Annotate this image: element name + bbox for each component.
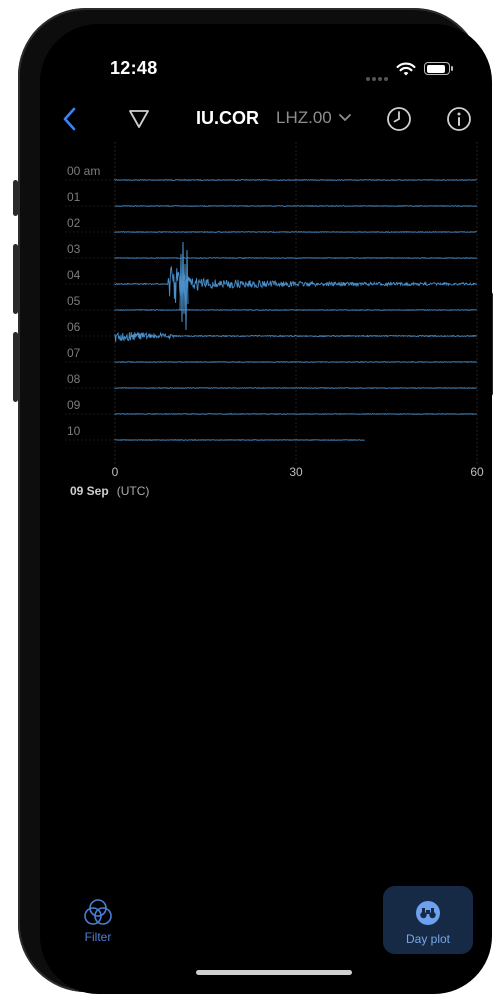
x-axis-ticks: 0 30 60 [112, 465, 484, 479]
seismogram-day-plot[interactable]: 00 am 01 02 03 04 05 06 07 08 09 10 0 30 60 [40, 24, 492, 484]
hour-trace [114, 413, 478, 416]
binoculars-icon [416, 901, 440, 925]
channel-selector[interactable]: LHZ.00 [276, 108, 352, 128]
channel-label: LHZ.00 [276, 108, 332, 127]
filter-circles-icon [84, 899, 112, 925]
back-chevron-icon[interactable] [62, 106, 78, 132]
info-icon[interactable] [446, 106, 472, 132]
signal-dots-icon [366, 68, 390, 86]
wifi-icon [396, 62, 416, 76]
x-tick-label: 0 [112, 465, 119, 479]
hour-label: 04 [67, 268, 81, 282]
hour-label: 08 [67, 372, 81, 386]
hour-label: 01 [67, 190, 81, 204]
hour-trace [114, 231, 477, 233]
x-tick-label: 60 [470, 465, 484, 479]
hour-label: 03 [67, 242, 81, 256]
hour-label: 05 [67, 294, 81, 308]
day-plot-label: Day plot [405, 932, 451, 946]
hour-trace [114, 257, 478, 259]
home-indicator [196, 970, 352, 975]
hour-trace [114, 178, 477, 181]
waveform-traces [114, 178, 478, 441]
status-time: 12:48 [110, 58, 158, 78]
event-spike [179, 241, 189, 331]
hour-trace [114, 387, 477, 389]
plot-timezone: (UTC) [116, 484, 150, 498]
side-button-silent [13, 180, 18, 216]
status-bar: 12:48 [40, 24, 492, 84]
hour-label: 00 am [67, 164, 100, 178]
hour-label: 10 [67, 424, 81, 438]
plot-grid [65, 142, 478, 464]
screen: 12:48 IU.COR LHZ.00 [40, 24, 492, 994]
filter-label: Filter [84, 930, 112, 944]
date-caption: 09 Sep (UTC) [70, 484, 149, 498]
hour-label: 07 [67, 346, 81, 360]
battery-icon [424, 62, 453, 75]
station-title: IU.COR [196, 108, 259, 128]
hour-labels: 00 am 01 02 03 04 05 06 07 08 09 10 [67, 164, 100, 438]
side-button-volume-up [13, 244, 18, 314]
hour-trace [114, 205, 477, 207]
hour-trace [114, 309, 478, 311]
hour-trace [114, 439, 365, 441]
hour-label: 09 [67, 398, 81, 412]
hour-label: 02 [67, 216, 81, 230]
day-plot-button[interactable]: Day plot [383, 886, 473, 954]
hour-trace [114, 265, 478, 304]
filter-triangle-icon[interactable] [128, 109, 150, 129]
clock-icon[interactable] [386, 106, 412, 132]
plot-date: 09 Sep [70, 484, 109, 498]
bottom-toolbar: Filter Day plot [40, 886, 492, 966]
x-tick-label: 30 [289, 465, 303, 479]
filter-button[interactable]: Filter [74, 898, 122, 954]
chevron-down-icon [339, 114, 352, 122]
hour-trace [114, 361, 477, 363]
nav-bar: IU.COR LHZ.00 [40, 100, 492, 140]
hour-trace [114, 331, 478, 342]
side-button-volume-down [13, 332, 18, 402]
hour-label: 06 [67, 320, 81, 334]
